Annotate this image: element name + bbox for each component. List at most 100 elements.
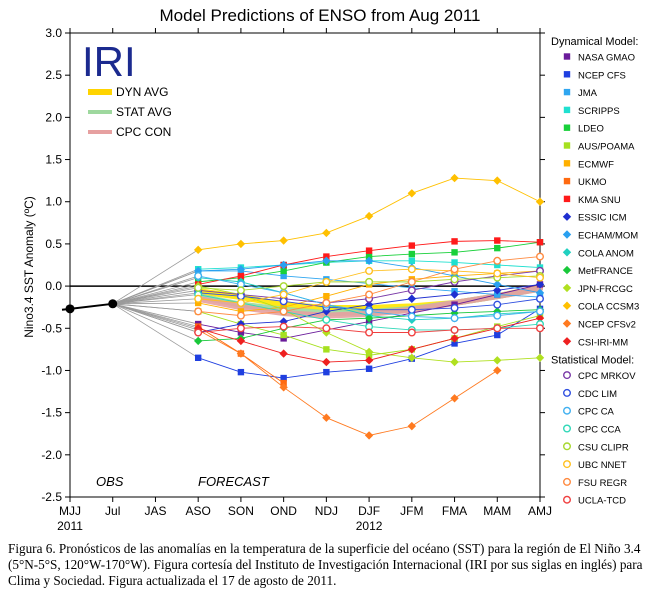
inner-legend-label: CPC CON (116, 125, 171, 139)
data-point (322, 324, 331, 333)
data-point (279, 282, 288, 291)
connector-line (112, 303, 199, 342)
data-point (450, 325, 459, 334)
data-point (408, 242, 416, 249)
data-point (493, 324, 502, 333)
data-point (408, 257, 416, 264)
data-point (365, 253, 373, 260)
legend-item-label: NCEP CFS (578, 70, 626, 81)
data-point (236, 298, 245, 307)
legend-item-label: CDC LIM (578, 389, 617, 400)
data-point (322, 357, 331, 367)
y-tick-label: 1.0 (45, 195, 62, 209)
data-point (237, 272, 245, 280)
data-point (280, 379, 287, 387)
data-point (407, 312, 416, 321)
legend-item-label: FSU REGR (578, 478, 627, 489)
connector-line (112, 298, 199, 305)
legend-marker (563, 442, 572, 451)
legend-marker (562, 301, 572, 310)
data-point (407, 189, 417, 198)
legend-item-label: UKMO (578, 177, 607, 188)
legend-item-label: MetFRANCE (578, 266, 633, 277)
data-point (365, 266, 374, 275)
x-tick-label: JFM (400, 504, 423, 518)
data-point (365, 328, 374, 337)
data-point (365, 247, 373, 254)
data-point (365, 365, 373, 372)
legend-item-label: NCEP CFSv2 (578, 320, 636, 331)
x-tick-label: NDJ (315, 504, 338, 518)
data-point (407, 294, 417, 303)
data-point (323, 368, 330, 376)
data-point (365, 290, 374, 299)
data-point (535, 313, 545, 323)
y-tick-label: 0.0 (45, 279, 62, 293)
data-point (365, 307, 374, 316)
data-point (237, 329, 245, 336)
data-point (280, 374, 287, 382)
legend-marker (563, 195, 571, 203)
legend-item-label: SCRIPPS (578, 106, 620, 117)
legend-item-label: COLA ANOM (578, 248, 634, 259)
data-point (536, 294, 545, 303)
chart-title: Model Predictions of ENSO from Aug 2011 (160, 6, 481, 25)
data-point (236, 336, 246, 346)
data-point (322, 413, 331, 422)
data-point (407, 353, 417, 362)
forecast-label: FORECAST (198, 474, 270, 489)
data-point (493, 176, 502, 185)
data-point (407, 345, 417, 354)
data-point (493, 269, 502, 278)
legend-marker (562, 319, 572, 328)
data-point (193, 336, 203, 346)
connector-line (112, 303, 199, 329)
legend-marker (563, 388, 572, 397)
legend-item-label: KMA SNU (578, 195, 621, 206)
legend-item-label: LDEO (578, 124, 604, 135)
data-point (279, 307, 288, 316)
data-point (450, 394, 459, 403)
connector-line (112, 289, 199, 305)
data-point (194, 294, 203, 303)
legend-marker (563, 495, 572, 504)
x-tick-label: JAS (144, 504, 166, 518)
connector-line (112, 249, 199, 305)
data-point (494, 331, 501, 339)
legend-marker (563, 53, 571, 60)
x-tick-label: ASO (186, 504, 211, 518)
data-point (450, 334, 459, 343)
data-point (407, 286, 416, 295)
figure-caption: Figura 6. Pronósticos de las anomalías e… (8, 541, 643, 588)
x-tick-label: Jul (105, 504, 120, 518)
data-point (450, 314, 459, 323)
data-point (193, 245, 203, 255)
data-point (194, 299, 202, 307)
data-point (535, 353, 545, 362)
legend-marker (562, 283, 572, 293)
x-tick-label: MJJ (59, 504, 81, 518)
data-point (407, 277, 416, 286)
observed-point (108, 299, 118, 309)
data-point (279, 322, 288, 331)
connector-line (112, 302, 199, 305)
connector-line (112, 287, 199, 305)
data-point (493, 286, 502, 295)
legend-item-label: CPC MRKOV (578, 371, 636, 382)
data-point (323, 253, 330, 260)
data-point (494, 237, 501, 244)
data-point (536, 239, 544, 246)
obs-label: OBS (96, 474, 124, 489)
y-tick-label: 2.5 (45, 68, 62, 82)
data-point (536, 273, 545, 282)
data-point (194, 307, 203, 316)
legend-marker (563, 460, 572, 469)
data-point (194, 328, 203, 337)
y-tick-label: -2.5 (41, 490, 62, 504)
data-point (194, 271, 203, 280)
data-point (364, 347, 374, 357)
legend-item-label: AUS/POAMA (578, 142, 635, 153)
data-point (236, 349, 246, 358)
connector-line (112, 303, 199, 325)
data-point (450, 265, 459, 274)
